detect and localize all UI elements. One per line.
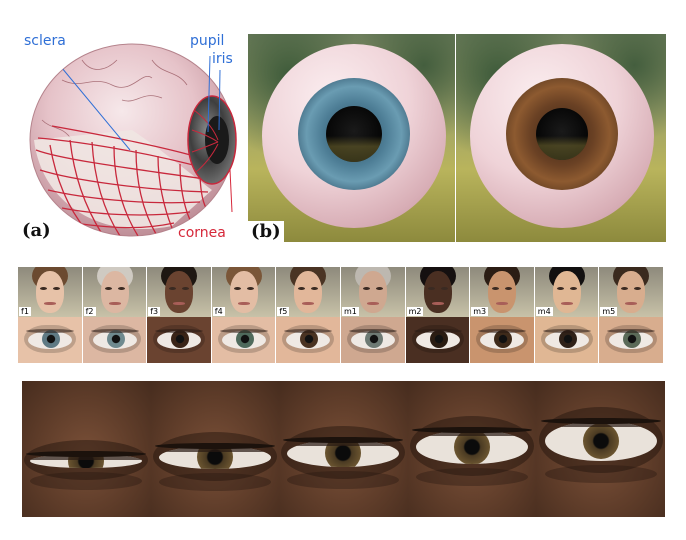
eyelid-frame <box>150 381 281 517</box>
panel-b-tag: (b) <box>248 221 284 242</box>
subject-label: m2 <box>406 307 424 316</box>
eyelid-sequence <box>22 381 665 517</box>
subject-portrait: m4 <box>534 267 599 317</box>
cornea-label: cornea <box>178 225 226 241</box>
eyeball <box>470 44 654 228</box>
subject-eye-closeup <box>147 317 211 363</box>
subject-label: f5 <box>277 307 290 316</box>
eyelid-frame <box>536 381 665 517</box>
subject-label: f2 <box>83 307 96 316</box>
eyeball-mesh-illustration <box>29 43 237 237</box>
subject-eye-closeup <box>470 317 534 363</box>
eyelid-frame <box>279 381 409 517</box>
eyelid-frame <box>407 381 538 517</box>
subject-label: f3 <box>148 307 161 316</box>
subject-portrait: m5 <box>599 267 663 317</box>
pupil <box>326 106 382 162</box>
subject-eye-closeup <box>534 317 599 363</box>
subject-eye-closeup <box>211 317 276 363</box>
subject-portrait: f1 <box>18 267 82 317</box>
pupil-label: pupil <box>190 33 225 49</box>
eyeball <box>262 44 446 228</box>
subject-portrait: f5 <box>276 267 340 317</box>
eyeball-diagram: sclera pupil iris cornea (a) <box>22 30 244 242</box>
subject-label: f4 <box>212 307 225 316</box>
subject-eye-closeup <box>599 317 663 363</box>
subject-label: m4 <box>535 307 553 316</box>
subject-portrait: m1 <box>341 267 405 317</box>
pupil <box>536 108 588 160</box>
eyelid-frame <box>22 381 152 517</box>
eye-render-brown <box>456 34 666 242</box>
subject-portrait: m2 <box>405 267 470 317</box>
subject-portrait: f4 <box>211 267 276 317</box>
subject-strip: f1 f2 f3 f4 f5 m1 m2 m3 m4 m5 <box>18 267 664 363</box>
subject-portrait: m3 <box>470 267 534 317</box>
subject-label: m5 <box>600 307 618 316</box>
subject-eye-closeup <box>276 317 340 363</box>
subject-eye-closeup <box>341 317 405 363</box>
subject-label: m3 <box>471 307 489 316</box>
subject-label: m1 <box>342 307 359 316</box>
eye-render-blue <box>248 34 455 242</box>
subject-label: f1 <box>19 307 31 316</box>
sclera-label: sclera <box>24 33 66 49</box>
iris-label: iris <box>212 51 233 67</box>
panel-a-tag: (a) <box>22 220 51 241</box>
subject-eye-closeup <box>405 317 470 363</box>
iris-brown <box>506 78 618 190</box>
subject-eye-closeup <box>82 317 147 363</box>
subject-portrait: f2 <box>82 267 147 317</box>
subject-portrait: f3 <box>147 267 211 317</box>
subject-eye-closeup <box>18 317 82 363</box>
iris-blue <box>298 78 410 190</box>
